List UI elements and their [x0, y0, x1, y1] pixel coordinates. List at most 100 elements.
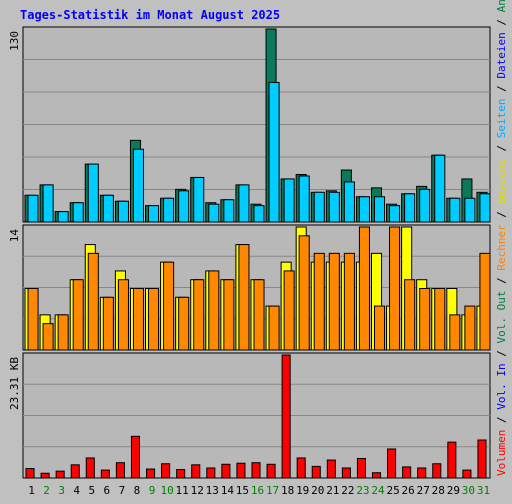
- bar-rechner-day-12: [193, 279, 205, 351]
- bar-volumen-day-23: [356, 457, 366, 479]
- x-tick-day-19: 19: [296, 484, 309, 497]
- x-tick-day-11: 11: [176, 484, 189, 497]
- bar-dateien-day-5: [87, 163, 99, 223]
- bar-dateien-day-8: [132, 148, 145, 223]
- bar-rechner-day-30: [464, 305, 476, 351]
- legend-separator: /: [495, 12, 508, 32]
- bar-rechner-day-26: [404, 279, 416, 351]
- bar-volumen-day-20: [311, 465, 321, 479]
- bar-rechner-day-3: [57, 314, 69, 351]
- bar-volumen-day-14: [221, 463, 231, 479]
- chart-panels: 130 14 23.31 KB: [8, 26, 491, 479]
- legend-separator: /: [495, 410, 508, 430]
- bar-dateien-day-3: [57, 211, 69, 223]
- x-tick-day-25: 25: [386, 484, 399, 497]
- bar-dateien-day-25: [389, 205, 401, 223]
- y-max-label-bottom: 23.31 KB: [8, 357, 21, 410]
- x-axis-labels: 1 2 3 4 5 6 7 8 9 10 11 12 13 14 15 16 17 18 19 20 21 22 23 24 2…: [28, 484, 490, 497]
- x-tick-day-13: 13: [206, 484, 219, 497]
- x-tick-day-24: 24: [371, 484, 385, 497]
- x-tick-day-31: 31: [477, 484, 490, 497]
- bar-volumen-day-18: [281, 354, 291, 479]
- bar-volumen-day-7: [115, 462, 125, 479]
- chart-title: Tages-Statistik im Monat August 2025: [20, 8, 281, 22]
- bar-rechner-day-2: [42, 323, 54, 351]
- bar-rechner-day-31: [479, 252, 491, 351]
- x-tick-day-1: 1: [28, 484, 35, 497]
- bar-rechner-day-19: [298, 235, 310, 351]
- bar-dateien-day-9: [148, 205, 160, 223]
- bar-dateien-day-22: [343, 181, 355, 223]
- bar-rechner-day-27: [419, 288, 431, 351]
- x-tick-day-26: 26: [402, 484, 415, 497]
- legend-item-seiten: Seiten: [495, 98, 508, 138]
- bar-dateien-day-4: [72, 202, 84, 223]
- legend-separator: /: [495, 138, 508, 158]
- bar-rechner-day-7: [117, 279, 129, 351]
- bar-dateien-day-19: [298, 175, 310, 223]
- bar-dateien-day-14: [223, 199, 235, 223]
- bar-dateien-day-10: [163, 197, 175, 223]
- x-tick-day-10: 10: [160, 484, 173, 497]
- x-tick-day-5: 5: [88, 484, 95, 497]
- x-tick-day-12: 12: [191, 484, 204, 497]
- bar-dateien-day-30: [464, 197, 476, 223]
- legend-separator: /: [495, 271, 508, 291]
- x-tick-day-9: 9: [149, 484, 156, 497]
- bar-rechner-day-15: [238, 244, 250, 351]
- bar-dateien-day-27: [419, 188, 431, 223]
- x-tick-day-18: 18: [281, 484, 294, 497]
- x-tick-day-6: 6: [104, 484, 111, 497]
- bar-volumen-day-24: [371, 472, 382, 479]
- bar-dateien-day-24: [373, 196, 386, 223]
- legend-item-rechner: Rechner: [495, 224, 508, 271]
- bar-volumen-day-26: [402, 466, 412, 479]
- x-tick-day-7: 7: [119, 484, 126, 497]
- bar-volumen-day-5: [85, 457, 95, 479]
- bar-volumen-day-6: [100, 469, 110, 479]
- bar-dateien-day-17: [268, 81, 280, 223]
- bar-volumen-day-1: [25, 468, 35, 479]
- bar-dateien-day-23: [358, 196, 370, 223]
- legend-item-dateien: Dateien: [495, 32, 508, 78]
- bar-dateien-day-21: [328, 191, 340, 223]
- bar-rechner-day-18: [283, 270, 295, 351]
- legend-text: Volumen / Vol. In / Vol. Out / Rechner /…: [495, 0, 508, 476]
- legend-item-volumen: Volumen: [495, 430, 508, 476]
- bar-dateien-day-1: [27, 194, 39, 223]
- bar-rechner-day-5: [87, 252, 99, 351]
- bar-dateien-day-12: [193, 176, 205, 223]
- bar-dateien-day-7: [117, 200, 129, 223]
- bar-volumen-day-2: [40, 472, 50, 479]
- x-tick-day-30: 30: [462, 484, 475, 497]
- bar-volumen-day-3: [55, 470, 65, 479]
- right-legend: Volumen / Vol. In / Vol. Out / Rechner /…: [495, 0, 508, 476]
- bar-rechner-day-9: [148, 288, 160, 351]
- bar-volumen-day-10: [161, 463, 171, 479]
- x-tick-day-17: 17: [266, 484, 279, 497]
- x-tick-day-28: 28: [432, 484, 445, 497]
- bar-rechner-day-23: [358, 226, 370, 351]
- bar-volumen-day-30: [462, 469, 472, 479]
- bar-dateien-day-13: [208, 203, 220, 223]
- legend-item-anfragen: Anfragen: [495, 0, 508, 12]
- bar-rechner-day-13: [208, 270, 220, 351]
- bar-rechner-day-4: [72, 279, 84, 351]
- bar-rechner-day-21: [328, 252, 340, 351]
- bar-dateien-day-11: [178, 190, 190, 223]
- bar-volumen-day-17: [266, 463, 276, 479]
- x-tick-day-16: 16: [251, 484, 264, 497]
- panel-middle: 14: [8, 224, 491, 351]
- x-tick-day-14: 14: [221, 484, 235, 497]
- legend-separator: /: [495, 79, 508, 99]
- bar-volumen-day-28: [432, 463, 442, 479]
- x-tick-day-23: 23: [356, 484, 369, 497]
- x-tick-day-2: 2: [43, 484, 50, 497]
- bar-rechner-day-28: [434, 288, 446, 351]
- bar-volumen-day-21: [326, 459, 336, 479]
- bar-rechner-day-6: [102, 296, 114, 351]
- bar-rechner-day-25: [389, 226, 401, 351]
- bar-dateien-day-31: [479, 193, 491, 223]
- x-tick-day-8: 8: [134, 484, 141, 497]
- legend-separator: /: [495, 204, 508, 224]
